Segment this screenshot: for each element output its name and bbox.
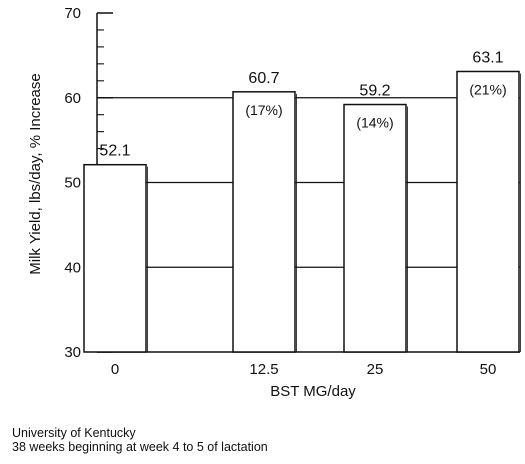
bar-0 [83, 163, 147, 353]
x-tick-label-50: 50 [480, 361, 497, 378]
bar-25 [343, 103, 407, 353]
x-axis-label: BST MG/day [270, 383, 356, 400]
data-labels: 52.1 60.7 (17%) 59.2 (14%) 63.1 (21%) [99, 49, 506, 159]
y-tick-label-60: 60 [64, 90, 81, 107]
value-label-25: 59.2 [359, 83, 390, 100]
bar-50 [456, 70, 520, 353]
footnote-description: 38 weeks beginning at week 4 to 5 of lac… [12, 440, 268, 454]
value-label-50: 63.1 [472, 49, 503, 66]
y-tick-label-70: 70 [64, 5, 81, 22]
percent-label-12.5: (17%) [245, 102, 282, 118]
gridlines [97, 97, 520, 268]
x-tick-label-12.5: 12.5 [249, 361, 278, 378]
value-label-12.5: 60.7 [248, 70, 279, 87]
bars [83, 70, 521, 353]
bar-12.5 [232, 91, 296, 353]
percent-label-50: (21%) [469, 81, 506, 97]
y-tick-label-50: 50 [64, 175, 81, 192]
percent-label-25: (14%) [356, 115, 393, 131]
y-axis-label: Milk Yield, lbs/day, % Increase [27, 73, 44, 274]
y-tick-label-40: 40 [64, 259, 81, 276]
bar-chart: 52.1 60.7 (17%) 59.2 (14%) 63.1 (21%) 30 40 50 60… [27, 5, 521, 400]
value-label-0: 52.1 [99, 143, 130, 160]
chart-footnote: University of Kentucky 38 weeks beginnin… [12, 426, 268, 454]
x-tick-label-0: 0 [111, 361, 119, 378]
x-tick-label-25: 25 [367, 361, 384, 378]
y-tick-label-30: 30 [64, 344, 81, 361]
y-tick-labels: 30 40 50 60 70 [64, 5, 81, 361]
footnote-source: University of Kentucky [12, 426, 136, 440]
x-tick-labels: 0 12.5 25 50 [111, 361, 497, 378]
